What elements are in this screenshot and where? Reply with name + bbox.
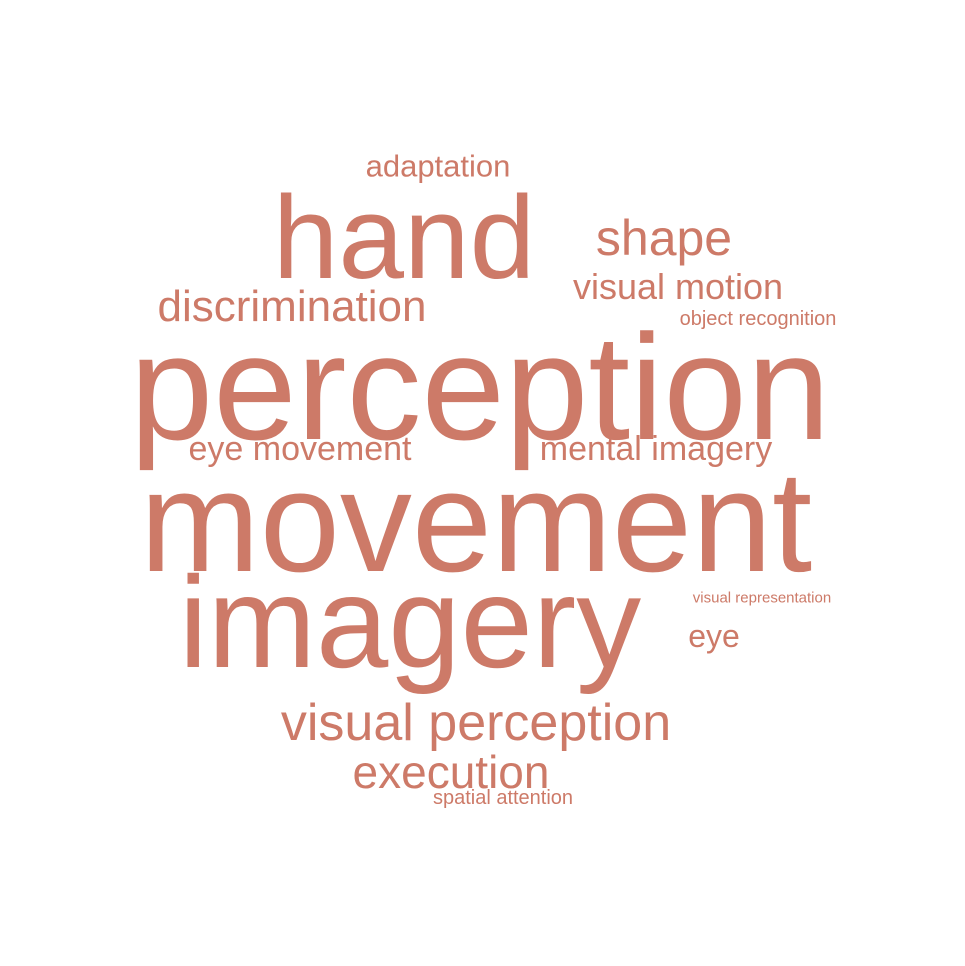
word-mental-imagery: mental imagery: [539, 430, 773, 468]
word-eye-movement: eye movement: [188, 430, 412, 468]
word-object-recognition: object recognition: [679, 308, 837, 330]
word-adaptation: adaptation: [365, 148, 511, 184]
word-perception: perception: [129, 303, 831, 471]
word-movement: movement: [139, 441, 813, 602]
word-discrimination: discrimination: [157, 282, 427, 331]
word-spatial-attention: spatial attention: [432, 787, 574, 809]
word-visual-perception: visual perception: [280, 694, 672, 752]
word-eye: eye: [688, 618, 740, 654]
word-hand: hand: [272, 172, 536, 304]
word-shape: shape: [595, 210, 733, 266]
word-imagery: imagery: [178, 549, 642, 695]
word-execution: execution: [352, 746, 550, 798]
word-visual-motion: visual motion: [572, 266, 784, 307]
word-visual-representation: visual representation: [692, 589, 832, 607]
